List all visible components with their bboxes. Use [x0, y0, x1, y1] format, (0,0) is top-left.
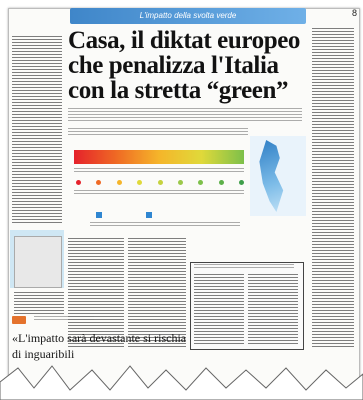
section-bar: L'impatto della svolta verde — [70, 8, 306, 24]
section-marker — [12, 316, 26, 324]
article-column — [128, 238, 186, 348]
italy-map-graphic — [250, 136, 306, 216]
portrait-photo — [14, 236, 62, 288]
energy-bar-labels — [74, 168, 244, 174]
left-column-text — [12, 36, 62, 224]
footer-label — [34, 316, 94, 322]
headline: Casa, il diktat europeo che penalizza l'… — [68, 27, 301, 104]
article-column — [14, 292, 64, 314]
footer-headline: «L'impatto sarà devastante si rischia di… — [12, 331, 187, 361]
legend-square — [146, 212, 152, 218]
dot-labels — [74, 190, 244, 196]
energy-dots — [76, 180, 244, 185]
section-bar-label: L'impatto della svolta verde — [139, 11, 237, 20]
legend-text — [90, 222, 240, 228]
sidebar-box-text — [248, 274, 298, 344]
sidebar-box-title — [194, 264, 294, 270]
legend-square — [96, 212, 102, 218]
page-number: 8 — [351, 8, 357, 18]
torn-edge — [0, 365, 363, 400]
sidebar-box-text — [194, 274, 244, 344]
italy-map-icon — [259, 140, 284, 212]
graphic-title — [68, 128, 248, 136]
deck-text — [68, 108, 302, 122]
article-column — [68, 238, 124, 348]
energy-class-bar — [74, 150, 244, 164]
right-column-text — [312, 28, 354, 348]
